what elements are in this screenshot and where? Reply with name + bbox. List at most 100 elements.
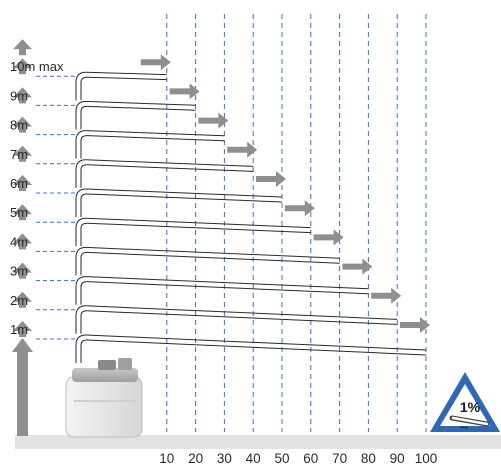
- pipe-bottom-edge: [86, 339, 427, 356]
- distance-tick-label: 50: [274, 451, 289, 466]
- pipe-top-edge: [85, 246, 340, 259]
- height-label: 4m: [10, 234, 28, 249]
- height-step-shaft: [19, 271, 26, 279]
- height-step-arrow: [13, 175, 32, 185]
- distance-tick-label: 30: [217, 451, 232, 466]
- level-pipe: [36, 83, 200, 130]
- flow-arrow: [284, 200, 315, 217]
- height-step-arrow: [13, 291, 32, 302]
- height-step-arrow: [13, 87, 32, 98]
- height-label: 8m: [10, 118, 28, 133]
- distance-tick-label: 10: [159, 451, 174, 466]
- pipe-bottom-edge: [86, 251, 340, 264]
- pipe-riser-outer: [75, 130, 87, 159]
- flow-arrow: [256, 171, 286, 187]
- flow-arrow: [371, 287, 402, 304]
- level-pipe: [36, 258, 373, 305]
- discharge-pipes: [36, 54, 430, 363]
- pipe-riser-outer: [75, 334, 87, 363]
- distance-tick-label: 80: [361, 451, 376, 466]
- height-label: 5m: [10, 205, 28, 220]
- pipe-riser-outer: [75, 246, 87, 276]
- level-pipe: [36, 171, 286, 217]
- distance-tick-label: 60: [303, 451, 318, 466]
- height-label: 10m max: [10, 59, 64, 74]
- height-label: 6m: [10, 176, 28, 191]
- height-step-arrow: [13, 233, 32, 244]
- pipe-riser-inner: [80, 193, 88, 217]
- height-step-shaft: [19, 242, 26, 250]
- height-step-shaft: [19, 300, 26, 308]
- pipe-top-edge: [85, 305, 398, 320]
- pipe-slope-icon: [449, 415, 490, 429]
- pipe-riser-outer: [75, 100, 87, 130]
- pipe-bottom-edge: [86, 135, 225, 142]
- distance-tick-label: 40: [246, 451, 261, 466]
- pipe-top-edge: [85, 100, 196, 106]
- pipe-top-edge: [85, 159, 254, 167]
- level-pipe: [36, 141, 258, 188]
- flow-arrow: [140, 54, 171, 71]
- flow-arrow: [198, 112, 229, 129]
- height-step-shaft: [19, 330, 26, 337]
- height-step-shaft: [19, 213, 26, 221]
- flow-arrow: [342, 258, 373, 275]
- height-step-shaft: [19, 96, 26, 104]
- height-step-arrow: [13, 262, 32, 273]
- pump-unit-icon: [65, 358, 143, 438]
- height-label: 1m: [10, 322, 28, 337]
- height-step-arrow: [13, 321, 32, 331]
- pipe-riser-inner: [80, 76, 88, 101]
- height-arrow-head: [12, 338, 33, 352]
- height-step-shaft: [19, 48, 26, 56]
- pipe-riser-outer: [75, 276, 87, 305]
- level-pipe: [36, 54, 171, 101]
- pipe-bottom-edge: [86, 76, 167, 81]
- level-pipe: [36, 112, 229, 159]
- height-label: 2m: [10, 293, 28, 308]
- flow-arrow: [400, 317, 430, 333]
- distance-tick-label: 100: [415, 451, 438, 466]
- height-label: 9m: [10, 88, 28, 103]
- height-step-arrow: [13, 58, 32, 69]
- pipe-riser-outer: [75, 217, 87, 247]
- pipe-bottom-edge: [86, 105, 196, 111]
- distance-axis: 10 20 30 40 50 60 70 80 90 100: [159, 451, 437, 466]
- pipe-riser-outer: [75, 188, 87, 217]
- height-step-shaft: [19, 154, 26, 162]
- pipe-top-edge: [85, 217, 311, 229]
- flow-arrow: [313, 229, 344, 246]
- pipe-riser-inner: [80, 135, 88, 159]
- pipe-riser-inner: [80, 164, 88, 188]
- pipe-bottom-edge: [86, 222, 311, 234]
- level-pipe: [36, 317, 430, 363]
- pipe-bottom-edge: [86, 310, 398, 325]
- distance-tick-label: 20: [188, 451, 203, 466]
- pipe-bottom-edge: [86, 164, 254, 172]
- height-step-arrow: [13, 145, 32, 156]
- height-step-arrow: [13, 204, 32, 215]
- pipe-top-edge: [85, 130, 225, 137]
- pipe-top-edge: [85, 71, 167, 76]
- height-step-arrow: [13, 116, 32, 127]
- flow-arrow: [227, 141, 258, 158]
- pipe-riser-inner: [80, 310, 88, 334]
- pipe-top-edge: [85, 276, 369, 290]
- height-step-arrow: [13, 39, 32, 50]
- pipe-top-edge: [85, 334, 427, 351]
- height-step-shaft: [19, 67, 26, 75]
- height-label: 3m: [10, 264, 28, 279]
- height-arrow-column: [12, 39, 33, 436]
- height-arrow-shaft: [17, 352, 28, 436]
- pipe-riser-outer: [75, 159, 87, 188]
- pipe-riser-inner: [80, 105, 88, 130]
- pipe-riser-outer: [75, 71, 87, 101]
- height-label: 7m: [10, 147, 28, 162]
- pipe-riser-inner: [80, 251, 88, 276]
- level-pipe: [36, 229, 344, 276]
- slope-percent-label: 1%: [460, 399, 481, 415]
- pipe-bottom-edge: [86, 193, 283, 203]
- level-pipe: [36, 200, 315, 247]
- pipe-riser-outer: [75, 305, 87, 334]
